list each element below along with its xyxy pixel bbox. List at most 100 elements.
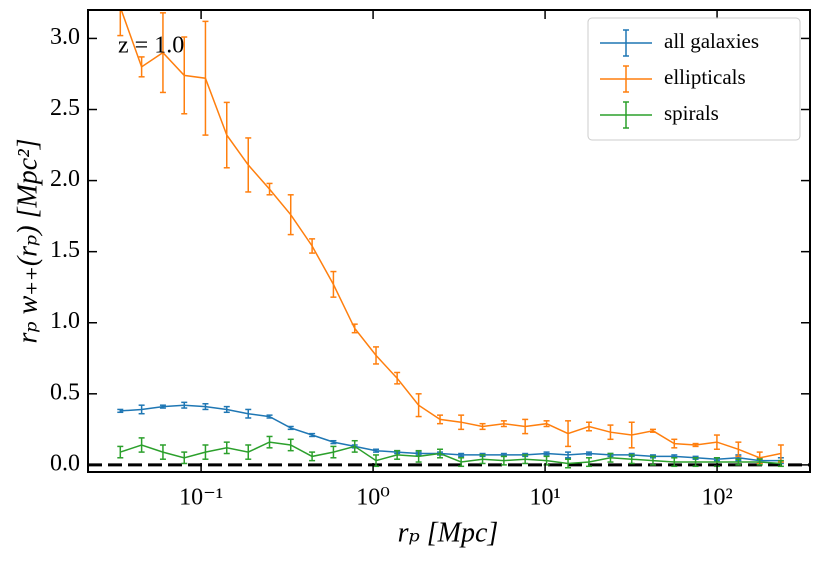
error-bar xyxy=(585,451,592,456)
error-bar xyxy=(351,323,358,334)
error-bar xyxy=(543,451,550,456)
error-bar xyxy=(394,371,401,385)
error-bar xyxy=(415,449,422,463)
x-tick-label: 10⁰ xyxy=(356,485,390,511)
legend: all galaxies ellipticals spirals xyxy=(587,17,801,141)
series-line xyxy=(120,441,781,465)
error-bar xyxy=(628,454,635,465)
error-bar xyxy=(266,414,273,419)
error-bar xyxy=(692,457,699,468)
error-bar xyxy=(415,393,422,418)
error-bar xyxy=(287,438,294,452)
error-bar xyxy=(671,457,678,468)
error-bar xyxy=(479,454,486,465)
x-tick-label: 10¹ xyxy=(529,485,560,511)
error-bar xyxy=(330,439,337,445)
error-bar xyxy=(735,458,742,466)
error-bar xyxy=(777,459,784,468)
error-bar xyxy=(628,421,635,449)
error-bar xyxy=(223,101,230,169)
y-tick-label: 1.0 xyxy=(50,308,80,334)
plot-frame xyxy=(87,9,811,473)
error-bar xyxy=(330,445,337,459)
error-bar xyxy=(309,238,316,254)
error-bar xyxy=(735,441,742,458)
error-bar xyxy=(223,405,230,414)
error-bar xyxy=(202,403,209,411)
x-axis-label: rₚ [Mpc] xyxy=(398,517,499,548)
error-bar xyxy=(649,455,656,466)
error-bar xyxy=(373,454,380,468)
error-bar xyxy=(437,414,444,425)
y-tick-label: 0.5 xyxy=(50,379,80,405)
error-bar xyxy=(458,452,465,458)
error-bar xyxy=(223,441,230,455)
error-bar xyxy=(585,421,592,432)
error-bar xyxy=(245,444,252,460)
error-bar xyxy=(117,10,124,37)
error-bar xyxy=(458,414,465,431)
error-bar xyxy=(181,451,188,465)
y-tick-label: 1.5 xyxy=(50,237,80,263)
error-bar xyxy=(309,432,316,438)
error-bar xyxy=(181,36,188,115)
y-tick-label: 3.0 xyxy=(50,24,80,50)
error-bar xyxy=(437,448,444,459)
error-bar xyxy=(649,428,656,433)
axes: 0.0 0.5 1.0 1.5 2.0 2.5 3.0 10⁻¹ 10⁰ 10¹ 10² xyxy=(50,9,811,511)
error-bar xyxy=(607,424,614,441)
error-bar xyxy=(585,457,592,468)
error-bar xyxy=(159,444,166,460)
error-bar xyxy=(671,438,678,449)
error-bar xyxy=(245,408,252,419)
error-bar xyxy=(692,442,699,448)
legend-label: ellipticals xyxy=(664,65,746,89)
error-bar xyxy=(500,420,507,428)
legend-label: spirals xyxy=(664,101,719,125)
x-tick-label: 10⁻¹ xyxy=(179,485,223,511)
error-bar xyxy=(522,418,529,435)
error-bar xyxy=(159,404,166,409)
error-bar xyxy=(287,425,294,431)
error-bar xyxy=(138,437,145,453)
legend-box xyxy=(587,17,801,141)
error-bar xyxy=(351,439,358,453)
annotation: z = 1.0 xyxy=(118,33,184,59)
error-bar xyxy=(479,422,486,431)
y-axis-label: rₚ w₊₊(rₚ) [Mpc²] xyxy=(12,138,43,343)
error-bar xyxy=(458,457,465,468)
error-bar xyxy=(500,455,507,466)
error-bar xyxy=(565,420,572,448)
series-line xyxy=(120,404,781,462)
y-tick-label: 2.0 xyxy=(50,166,80,192)
legend-label: all galaxies xyxy=(664,29,759,53)
series-line xyxy=(120,10,782,459)
error-bar xyxy=(565,458,572,469)
error-bar xyxy=(607,452,614,463)
error-bar xyxy=(287,194,294,236)
y-tick-label: 2.5 xyxy=(50,95,80,121)
error-bar xyxy=(266,435,273,449)
error-bar xyxy=(373,448,380,453)
error-bar xyxy=(202,20,209,136)
error-bar xyxy=(159,12,166,94)
error-bar xyxy=(117,445,124,459)
error-bar xyxy=(117,408,124,414)
error-bar xyxy=(543,420,550,428)
error-bar xyxy=(202,444,209,460)
error-bar xyxy=(181,401,188,409)
x-tick-label: 10² xyxy=(701,485,732,511)
y-tick-label: 0.0 xyxy=(50,450,80,476)
error-bar xyxy=(373,346,380,365)
error-bar xyxy=(756,458,763,466)
error-bar xyxy=(138,404,145,415)
error-bar xyxy=(522,454,529,465)
error-bar xyxy=(245,137,252,193)
error-bar xyxy=(565,451,572,459)
error-bar xyxy=(309,451,316,462)
error-bar xyxy=(138,56,145,78)
error-bar xyxy=(330,270,337,298)
error-bar xyxy=(394,449,401,460)
